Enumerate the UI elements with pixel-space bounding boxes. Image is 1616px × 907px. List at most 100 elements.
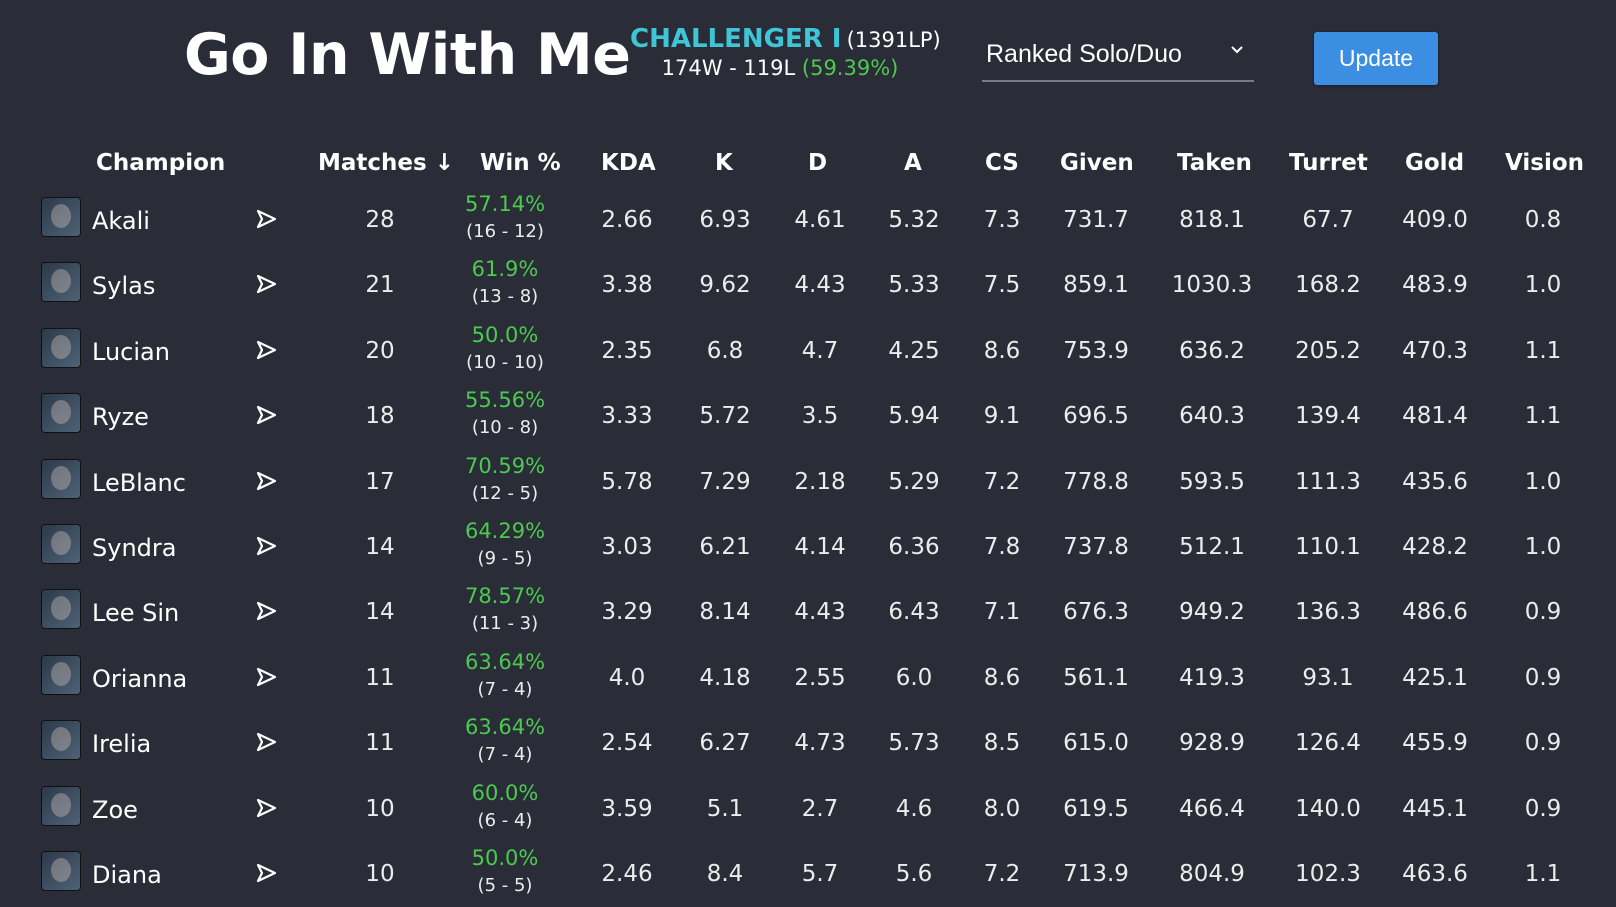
header-champion[interactable]: Champion: [96, 150, 226, 176]
win-rate-cell: 63.64% (7 - 4): [465, 714, 545, 768]
send-arrow-icon[interactable]: [255, 535, 277, 557]
send-arrow-icon[interactable]: [255, 600, 277, 622]
cell-k: 5.1: [706, 795, 744, 822]
send-arrow-icon[interactable]: [255, 797, 277, 819]
champion-portrait-icon: [42, 394, 80, 433]
send-arrow-icon[interactable]: [255, 731, 277, 753]
cell-given: 561.1: [1063, 664, 1129, 691]
win-percent: 50.0%: [471, 322, 539, 347]
cell-matches: 11: [365, 730, 395, 757]
cell-cs: 7.3: [983, 207, 1021, 233]
cell-given: 619.5: [1063, 795, 1129, 822]
cell-matches: 14: [365, 599, 395, 626]
header-gold[interactable]: Gold: [1405, 150, 1465, 176]
header-turret[interactable]: Turret: [1289, 150, 1368, 176]
header-cs[interactable]: CS: [985, 150, 1019, 176]
cell-vision: 0.9: [1524, 795, 1562, 822]
cell-matches: 17: [365, 468, 395, 495]
cell-k: 5.72: [699, 403, 751, 430]
table-body: Akali 28 2.66 6.93 4.61 5.32 7.3 731.7 818.1 67.7…: [40, 188, 1600, 907]
win-loss: (7 - 4): [477, 744, 533, 766]
cell-kda: 3.03: [601, 533, 653, 560]
win-percent: 78.57%: [464, 584, 546, 609]
chevron-down-icon: [1230, 42, 1244, 61]
queue-select[interactable]: Ranked Solo/Duo: [982, 36, 1254, 82]
table-row: Diana 10 2.46 8.4 5.7 5.6 7.2 713.9 804.9 102.3 46…: [40, 842, 1600, 907]
cell-d: 5.7: [801, 860, 839, 887]
cell-turret: 126.4: [1295, 730, 1361, 757]
send-arrow-icon[interactable]: [255, 273, 277, 295]
cell-k: 6.93: [699, 207, 751, 233]
win-loss: (12 - 5): [471, 482, 539, 504]
cell-d: 3.5: [801, 403, 839, 430]
cell-gold: 428.2: [1402, 533, 1468, 560]
header-vision[interactable]: Vision: [1505, 150, 1585, 176]
win-percent: 60.0%: [471, 780, 539, 805]
cell-d: 4.73: [794, 730, 846, 757]
table-row: Sylas 21 3.38 9.62 4.43 5.33 7.5 859.1 1030.3 168…: [40, 253, 1600, 318]
cell-vision: 1.1: [1524, 860, 1562, 887]
win-loss: (9 - 5): [477, 547, 533, 569]
cell-d: 2.55: [794, 664, 846, 691]
table-row: Orianna 11 4.0 4.18 2.55 6.0 8.6 561.1 419.3 93.1…: [40, 646, 1600, 711]
send-arrow-icon[interactable]: [255, 404, 277, 426]
cell-taken: 818.1: [1179, 207, 1245, 233]
win-loss: (6 - 4): [477, 809, 533, 831]
table-row: Lee Sin 14 3.29 8.14 4.43 6.43 7.1 676.3 949.2 13…: [40, 580, 1600, 645]
champion-name: Diana: [92, 860, 162, 889]
cell-given: 753.9: [1063, 337, 1129, 364]
cell-a: 5.33: [888, 272, 940, 299]
cell-d: 4.61: [794, 207, 846, 233]
send-arrow-icon[interactable]: [255, 666, 277, 688]
cell-k: 8.4: [706, 860, 744, 887]
update-button[interactable]: Update: [1314, 32, 1438, 85]
header-win[interactable]: Win %: [480, 150, 561, 176]
header-a[interactable]: A: [904, 150, 922, 176]
header-k[interactable]: K: [715, 150, 733, 176]
win-loss: (11 - 3): [471, 613, 539, 635]
win-loss: (7 - 4): [477, 678, 533, 700]
cell-kda: 2.54: [601, 730, 653, 757]
send-arrow-icon[interactable]: [255, 470, 277, 492]
header-matches[interactable]: Matches ↓: [318, 150, 454, 176]
cell-a: 5.32: [888, 207, 940, 233]
win-percent: 70.59%: [464, 453, 546, 478]
win-loss: (13 - 8): [471, 286, 539, 308]
table-row: Zoe 10 3.59 5.1 2.7 4.6 8.0 619.5 466.4 140.0 445.…: [40, 777, 1600, 842]
cell-a: 4.25: [888, 337, 940, 364]
cell-turret: 136.3: [1295, 599, 1361, 626]
champion-stats-table: Champion Matches ↓ Win % KDA K D A CS Gi…: [40, 140, 1600, 907]
cell-k: 6.21: [699, 533, 751, 560]
table-header: Champion Matches ↓ Win % KDA K D A CS Gi…: [40, 140, 1600, 188]
cell-vision: 0.9: [1524, 730, 1562, 757]
table-row: Lucian 20 2.35 6.8 4.7 4.25 8.6 753.9 636.2 205.2…: [40, 319, 1600, 384]
cell-gold: 463.6: [1402, 860, 1468, 887]
champion-portrait-icon: [42, 655, 80, 694]
cell-turret: 110.1: [1295, 533, 1361, 560]
summoner-name: Go In With Me: [184, 22, 631, 88]
send-arrow-icon[interactable]: [255, 208, 277, 230]
champion-portrait-icon: [42, 590, 80, 629]
table-row: Syndra 14 3.03 6.21 4.14 6.36 7.8 737.8 512.1 110…: [40, 515, 1600, 580]
send-arrow-icon[interactable]: [255, 339, 277, 361]
champion-name: Akali: [92, 207, 150, 235]
header-given[interactable]: Given: [1060, 150, 1134, 176]
header-d[interactable]: D: [808, 150, 828, 176]
cell-kda: 4.0: [608, 664, 646, 691]
cell-k: 6.8: [706, 337, 744, 364]
header-kda[interactable]: KDA: [601, 150, 656, 176]
overall-win-rate: (59.39%): [801, 56, 899, 80]
queue-select-value: Ranked Solo/Duo: [986, 40, 1182, 68]
send-arrow-icon[interactable]: [255, 862, 277, 884]
cell-cs: 7.1: [983, 599, 1021, 626]
header-taken[interactable]: Taken: [1177, 150, 1252, 176]
win-rate-cell: 70.59% (12 - 5): [465, 453, 545, 507]
champion-name: Zoe: [92, 795, 138, 824]
cell-taken: 466.4: [1179, 795, 1245, 822]
cell-gold: 435.6: [1402, 468, 1468, 495]
champion-portrait-icon: [42, 459, 80, 498]
cell-matches: 28: [365, 207, 395, 233]
cell-vision: 1.0: [1524, 533, 1562, 560]
cell-cs: 7.2: [983, 468, 1021, 495]
cell-k: 6.27: [699, 730, 751, 757]
